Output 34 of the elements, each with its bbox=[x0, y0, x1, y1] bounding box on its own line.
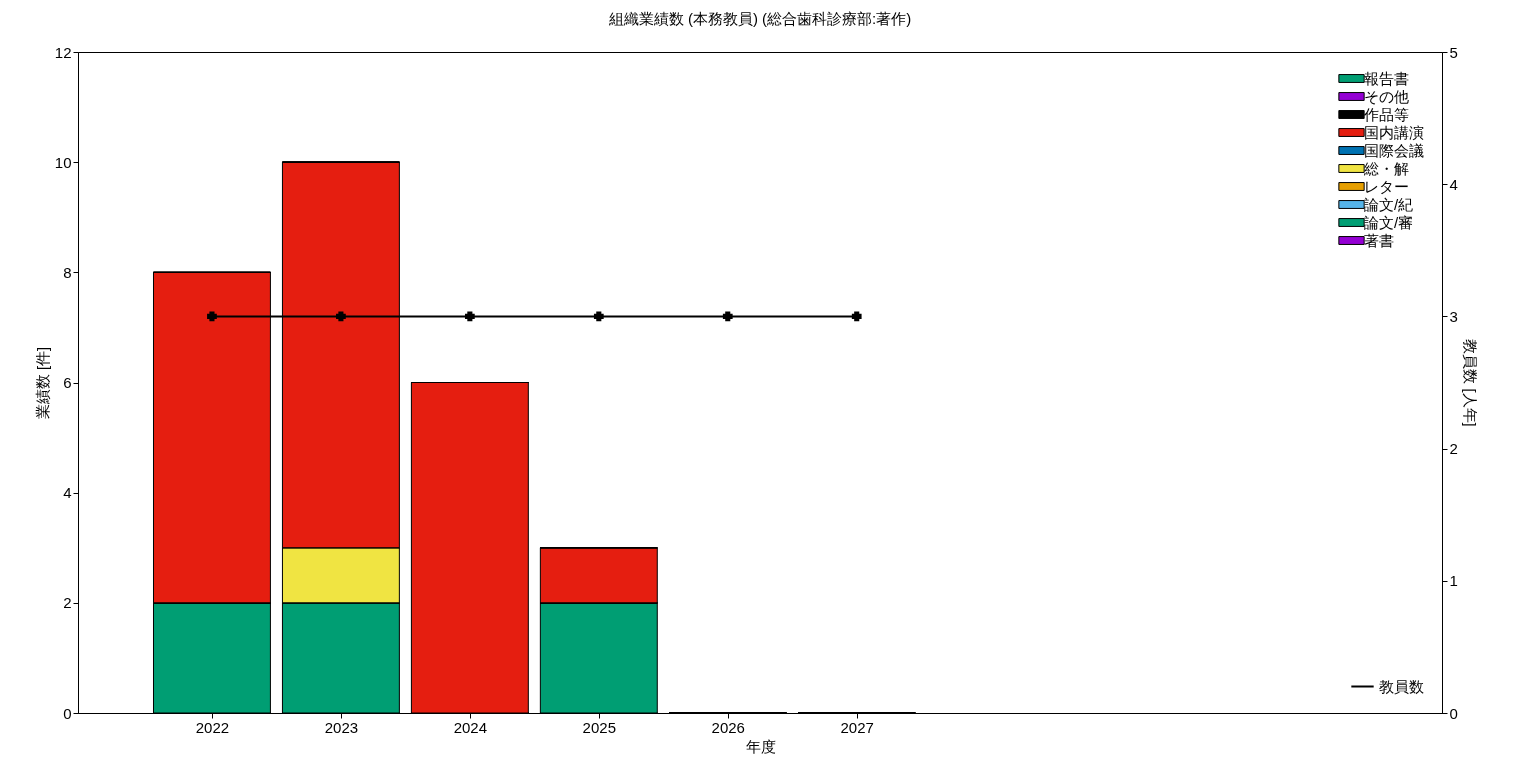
y2-axis-title: 教員数 [人年] bbox=[1461, 339, 1479, 427]
x-tick-label: 2026 bbox=[711, 718, 745, 736]
legend-label: 国内講演 bbox=[1364, 123, 1424, 141]
legend-label: 論文/紀 bbox=[1364, 195, 1414, 213]
chart-title: 組織業績数 (本務教員) (総合歯科診療部:著作) bbox=[607, 10, 912, 27]
x-tick-label: 2023 bbox=[324, 718, 359, 736]
legend-label: その他 bbox=[1364, 87, 1409, 105]
legend-label: 論文/審 bbox=[1364, 213, 1414, 231]
legend-label: レター bbox=[1364, 177, 1409, 195]
y2-tick-label: 4 bbox=[1449, 175, 1458, 193]
y-tick-label: 4 bbox=[63, 484, 72, 502]
y2-tick-label: 2 bbox=[1449, 440, 1458, 458]
y-tick-label: 6 bbox=[63, 374, 72, 391]
y2-tick-label: 1 bbox=[1449, 572, 1458, 590]
y2-tick-label: 3 bbox=[1449, 307, 1458, 325]
legend-label: 教員数 bbox=[1379, 677, 1424, 695]
x-tick-label: 2027 bbox=[840, 718, 874, 736]
y-tick-label: 2 bbox=[63, 594, 72, 612]
legend-label: 報告書 bbox=[1364, 69, 1409, 87]
legend-label: 総・解 bbox=[1363, 159, 1409, 177]
x-tick-label: 2025 bbox=[582, 718, 616, 736]
x-axis-title: 年度 bbox=[745, 737, 776, 755]
x-tick-label: 2024 bbox=[453, 718, 488, 736]
y-axis-title: 業績数 [件] bbox=[33, 346, 51, 420]
legend-label: 著書 bbox=[1364, 231, 1394, 249]
x-tick-label: 2022 bbox=[195, 718, 230, 736]
y2-tick-label: 0 bbox=[1449, 704, 1458, 722]
y-tick-label: 0 bbox=[63, 704, 72, 722]
legend-label: 国際会議 bbox=[1364, 141, 1424, 159]
y-tick-label: 12 bbox=[54, 43, 72, 61]
y-tick-label: 10 bbox=[54, 153, 72, 171]
y2-tick-label: 5 bbox=[1449, 43, 1458, 61]
y-tick-label: 8 bbox=[63, 263, 72, 281]
legend-label: 作品等 bbox=[1363, 105, 1409, 123]
